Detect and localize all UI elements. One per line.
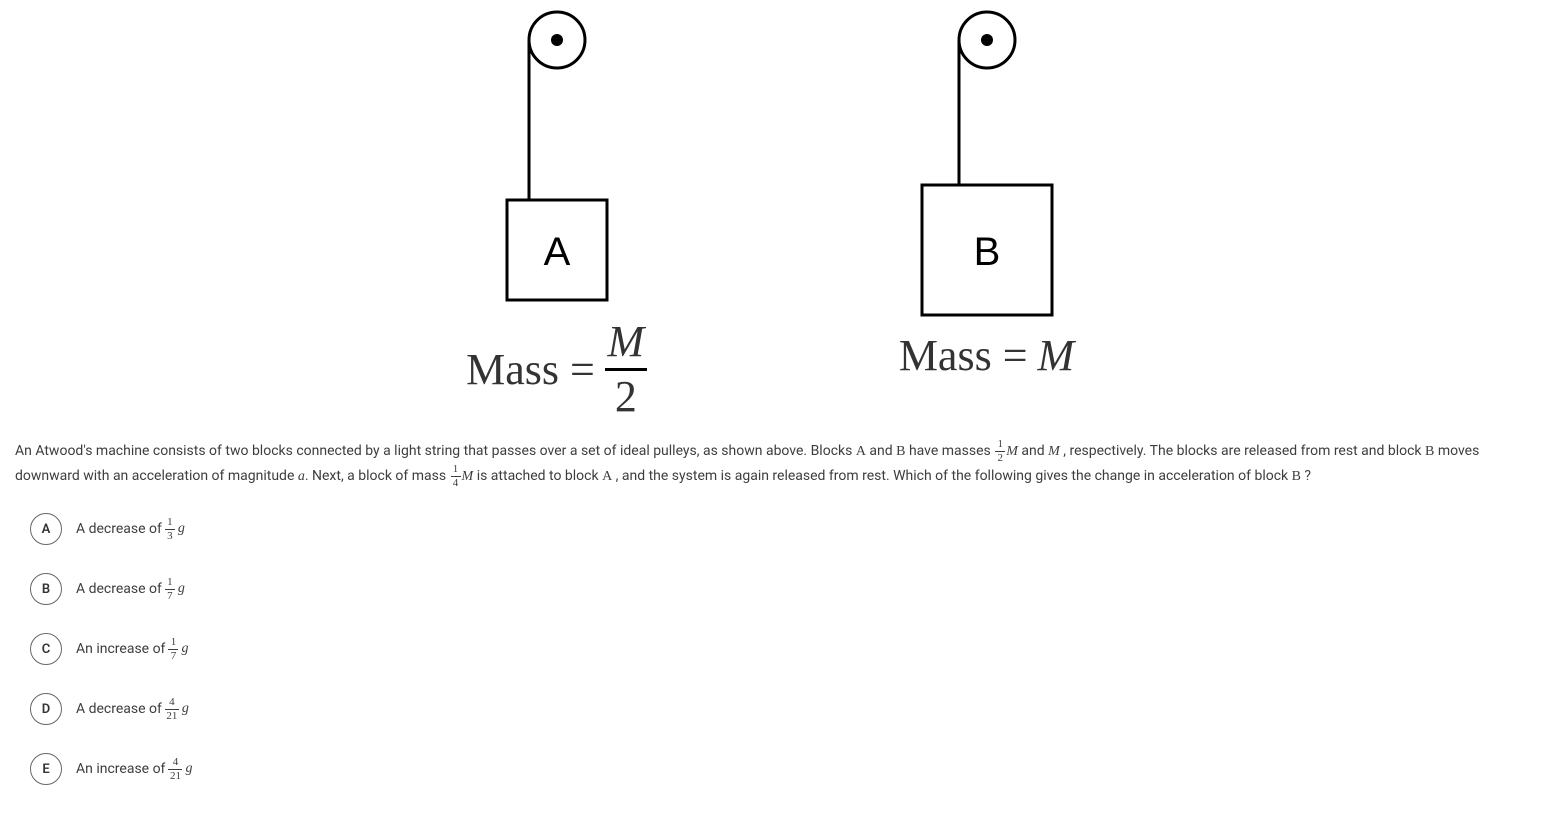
pulley-system-a: A Mass = M 2 <box>457 10 657 419</box>
pulley-diagram-b: B <box>877 10 1097 320</box>
option-letter-e[interactable]: E <box>30 753 62 785</box>
option-b[interactable]: B A decrease of 17g <box>30 573 1523 605</box>
option-text-b: A decrease of 17g <box>76 577 185 602</box>
option-letter-a[interactable]: A <box>30 513 62 545</box>
option-a[interactable]: A A decrease of 13g <box>30 513 1523 545</box>
mass-label-a: Mass = M 2 <box>466 320 647 419</box>
svg-text:B: B <box>973 230 1000 274</box>
option-text-e: An increase of 421g <box>76 757 192 782</box>
pulley-system-b: B Mass = M <box>877 10 1097 419</box>
option-text-d: A decrease of 421g <box>76 697 189 722</box>
option-text-c: An increase of 17g <box>76 637 188 662</box>
option-d[interactable]: D A decrease of 421g <box>30 693 1523 725</box>
question-text: An Atwood's machine consists of two bloc… <box>0 439 1553 489</box>
option-e[interactable]: E An increase of 421g <box>30 753 1523 785</box>
figure-container: A Mass = M 2 B Mass = M <box>0 0 1553 439</box>
option-letter-c[interactable]: C <box>30 633 62 665</box>
mass-label-b: Mass = M <box>899 330 1074 381</box>
options-list: A A decrease of 13g B A decrease of 17g … <box>0 513 1553 785</box>
option-letter-d[interactable]: D <box>30 693 62 725</box>
option-letter-b[interactable]: B <box>30 573 62 605</box>
svg-text:A: A <box>543 230 570 274</box>
option-text-a: A decrease of 13g <box>76 517 185 542</box>
pulley-diagram-a: A <box>457 10 657 310</box>
option-c[interactable]: C An increase of 17g <box>30 633 1523 665</box>
